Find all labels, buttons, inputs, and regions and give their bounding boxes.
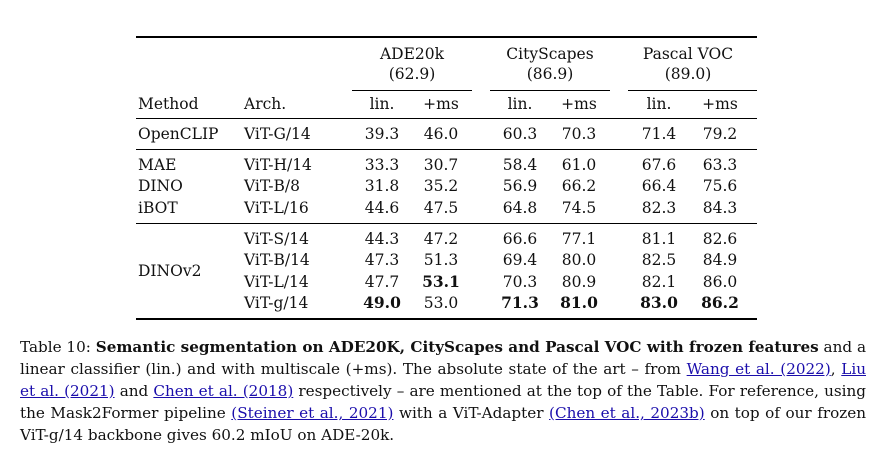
row-value: 74.5 bbox=[561, 199, 597, 217]
row-value: 80.0 bbox=[561, 251, 597, 269]
row-method: OpenCLIP bbox=[138, 125, 219, 143]
row-value: 86.0 bbox=[702, 273, 738, 291]
caption-text: and a linear classifier (lin.) and with … bbox=[20, 338, 867, 378]
row-value: 47.5 bbox=[423, 199, 459, 217]
citation-link[interactable]: Liu et al. (2021) bbox=[20, 360, 866, 400]
row-value: 58.4 bbox=[502, 156, 538, 174]
table-caption: Table 10: Semantic segmentation on ADE20… bbox=[20, 336, 866, 446]
row-value-best: 81.0 bbox=[560, 293, 598, 312]
caption-label: Table 10: bbox=[20, 338, 96, 356]
row-value: 61.0 bbox=[561, 156, 597, 174]
row-arch: ViT-G/14 bbox=[244, 125, 311, 143]
row-value: 71.4 bbox=[641, 125, 677, 143]
row-method: DINO bbox=[138, 177, 183, 195]
header-lin: lin. bbox=[646, 95, 672, 113]
row-value: 51.3 bbox=[423, 251, 459, 269]
citation-link[interactable]: Wang et al. (2022) bbox=[686, 360, 831, 378]
caption-title: Semantic segmentation on ADE20K, CitySca… bbox=[95, 338, 819, 356]
citation-link[interactable]: (Chen et al., 2023b) bbox=[549, 404, 705, 422]
row-value: 82.6 bbox=[702, 230, 738, 248]
group-cityscapes: CityScapes bbox=[506, 45, 594, 63]
row-value-best: 83.0 bbox=[640, 293, 678, 312]
row-arch: ViT-g/14 bbox=[244, 294, 309, 312]
row-value: 80.9 bbox=[561, 273, 597, 291]
row-value: 31.8 bbox=[364, 177, 400, 195]
header-ms: +ms bbox=[423, 95, 459, 113]
group-pascal-voc-sota: (89.0) bbox=[664, 65, 712, 83]
row-value-best: 53.1 bbox=[422, 272, 460, 291]
row-value: 47.3 bbox=[364, 251, 400, 269]
row-value: 79.2 bbox=[702, 125, 738, 143]
header-rule bbox=[136, 118, 757, 119]
row-value: 69.4 bbox=[502, 251, 538, 269]
row-value: 35.2 bbox=[423, 177, 459, 195]
row-value: 84.9 bbox=[702, 251, 738, 269]
row-value: 64.8 bbox=[502, 199, 538, 217]
group-ade20k: ADE20k bbox=[379, 45, 445, 63]
row-value-best: 49.0 bbox=[363, 293, 401, 312]
row-value: 33.3 bbox=[364, 156, 400, 174]
row-value-best: 86.2 bbox=[701, 293, 739, 312]
group-cityscapes-sota: (86.9) bbox=[526, 65, 574, 83]
row-arch: ViT-H/14 bbox=[244, 156, 312, 174]
group-rule bbox=[628, 90, 757, 91]
row-value: 53.0 bbox=[423, 294, 459, 312]
row-value-best: 71.3 bbox=[501, 293, 539, 312]
row-value: 39.3 bbox=[364, 125, 400, 143]
section-rule bbox=[136, 149, 757, 150]
caption-text: with a ViT-Adapter bbox=[393, 404, 550, 422]
caption-text: , bbox=[830, 360, 842, 378]
row-value: 81.1 bbox=[641, 230, 677, 248]
row-value: 44.6 bbox=[364, 199, 400, 217]
row-value: 30.7 bbox=[423, 156, 459, 174]
row-method: MAE bbox=[138, 156, 177, 174]
row-value: 47.7 bbox=[364, 273, 400, 291]
row-value: 67.6 bbox=[641, 156, 677, 174]
caption-text: on top of our frozen ViT-g/14 backbone g… bbox=[20, 404, 866, 444]
row-arch: ViT-B/14 bbox=[244, 251, 310, 269]
row-value: 47.2 bbox=[423, 230, 459, 248]
row-value: 77.1 bbox=[561, 230, 597, 248]
row-value: 66.4 bbox=[641, 177, 677, 195]
row-value: 82.1 bbox=[641, 273, 677, 291]
row-arch: ViT-L/14 bbox=[244, 273, 309, 291]
citation-link[interactable]: Chen et al. (2018) bbox=[153, 382, 294, 400]
header-lin: lin. bbox=[507, 95, 533, 113]
row-value: 70.3 bbox=[502, 273, 538, 291]
group-rule bbox=[352, 90, 472, 91]
row-value: 75.6 bbox=[702, 177, 738, 195]
header-arch: Arch. bbox=[244, 95, 287, 113]
header-lin: lin. bbox=[369, 95, 395, 113]
row-method: iBOT bbox=[138, 199, 178, 217]
row-value: 66.6 bbox=[502, 230, 538, 248]
row-value: 56.9 bbox=[502, 177, 538, 195]
row-value: 46.0 bbox=[423, 125, 459, 143]
row-value: 66.2 bbox=[561, 177, 597, 195]
header-ms: +ms bbox=[702, 95, 738, 113]
citation-link[interactable]: (Steiner et al., 2021) bbox=[231, 404, 394, 422]
row-value: 70.3 bbox=[561, 125, 597, 143]
group-pascal-voc: Pascal VOC bbox=[642, 45, 734, 63]
row-value: 82.5 bbox=[641, 251, 677, 269]
row-value: 44.3 bbox=[364, 230, 400, 248]
row-arch: ViT-B/8 bbox=[244, 177, 300, 195]
header-ms: +ms bbox=[561, 95, 597, 113]
row-value: 63.3 bbox=[702, 156, 738, 174]
row-arch: ViT-S/14 bbox=[244, 230, 310, 248]
dinov2-method: DINOv2 bbox=[138, 262, 202, 280]
caption-text: respectively – are mentioned at the top … bbox=[20, 382, 867, 422]
caption-text: and bbox=[114, 382, 154, 400]
row-arch: ViT-L/16 bbox=[244, 199, 309, 217]
section-rule bbox=[136, 223, 757, 224]
bottom-rule bbox=[136, 318, 757, 320]
row-value: 82.3 bbox=[641, 199, 677, 217]
row-value: 60.3 bbox=[502, 125, 538, 143]
group-rule bbox=[490, 90, 610, 91]
row-value: 84.3 bbox=[702, 199, 738, 217]
top-rule bbox=[136, 36, 757, 38]
group-ade20k-sota: (62.9) bbox=[388, 65, 436, 83]
header-method: Method bbox=[138, 95, 199, 113]
